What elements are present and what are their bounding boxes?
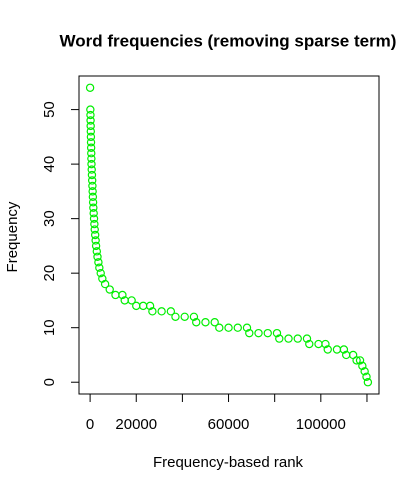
data-point	[224, 323, 233, 332]
y-tick-label: 50	[41, 101, 58, 118]
data-point	[90, 225, 99, 234]
data-point	[86, 116, 95, 125]
data-point	[362, 372, 371, 381]
data-point	[94, 258, 103, 267]
data-point	[363, 378, 373, 387]
y-axis-label: Frequency	[4, 201, 21, 272]
data-point	[305, 339, 314, 349]
data-point	[358, 361, 367, 371]
data-point	[233, 323, 242, 332]
data-point	[293, 334, 302, 343]
data-point	[138, 301, 148, 311]
data-point	[145, 301, 155, 311]
data-point	[201, 318, 210, 327]
data-point	[180, 312, 189, 321]
data-point	[86, 127, 96, 136]
data-point	[263, 328, 272, 338]
data-point	[321, 339, 330, 349]
data-point	[86, 132, 96, 142]
data-point	[89, 214, 99, 223]
y-tick-label: 0	[41, 378, 58, 386]
y-tick-label: 30	[41, 210, 58, 227]
data-point	[89, 203, 98, 212]
data-point	[88, 181, 97, 191]
data-point	[323, 345, 332, 354]
plot-frame	[78, 75, 380, 395]
data-point	[171, 312, 180, 321]
data-point	[332, 345, 342, 354]
data-point	[189, 312, 199, 321]
data-point	[87, 149, 96, 158]
data-point	[92, 247, 101, 256]
data-point	[105, 285, 114, 294]
x-tick-label: 100000	[296, 416, 346, 433]
data-point	[96, 268, 105, 278]
data-point	[85, 83, 95, 92]
data-point	[86, 143, 96, 152]
data-point	[215, 323, 224, 332]
x-tick-label: 20000	[115, 416, 157, 433]
data-point	[95, 263, 104, 272]
data-point	[118, 290, 127, 300]
data-point	[87, 165, 96, 174]
data-point	[88, 187, 97, 196]
data-point	[157, 307, 166, 316]
data-point	[88, 198, 98, 207]
chart-title: Word frequencies (removing sparse term)	[60, 31, 397, 50]
data-point	[132, 301, 141, 311]
y-tick-label: 40	[41, 156, 58, 173]
data-point	[245, 328, 254, 338]
y-tick-label: 10	[41, 319, 58, 336]
data-point	[360, 367, 369, 376]
data-point	[352, 356, 361, 365]
x-tick-label: 0	[86, 416, 94, 433]
x-tick-label: 60000	[208, 416, 250, 433]
data-point	[275, 334, 284, 343]
data-point	[91, 236, 100, 245]
data-point	[93, 252, 102, 262]
data-point	[91, 241, 101, 251]
data-point	[284, 334, 293, 343]
data-point	[272, 328, 282, 338]
data-point	[87, 170, 97, 180]
data-point	[86, 105, 95, 114]
data-point	[127, 296, 136, 305]
data-point	[87, 154, 96, 163]
data-point	[90, 219, 99, 229]
data-point	[89, 208, 98, 218]
data-point	[148, 307, 157, 316]
data-point	[90, 230, 100, 240]
data-point	[355, 356, 365, 365]
data-point	[111, 290, 120, 300]
data-point	[192, 318, 201, 327]
data-point	[210, 318, 219, 327]
data-point	[100, 279, 110, 289]
data-point	[86, 121, 95, 131]
data-point	[88, 192, 98, 202]
data-point	[166, 307, 176, 316]
data-point	[254, 328, 263, 338]
data-point	[242, 323, 252, 332]
data-point	[339, 345, 349, 354]
data-point	[86, 138, 96, 147]
data-point	[87, 176, 97, 185]
data-point	[87, 159, 96, 169]
data-point	[86, 110, 95, 120]
y-tick-label: 20	[41, 265, 58, 282]
x-axis-label: Frequency-based rank	[153, 454, 304, 471]
data-point	[302, 334, 312, 343]
data-point	[314, 339, 323, 349]
